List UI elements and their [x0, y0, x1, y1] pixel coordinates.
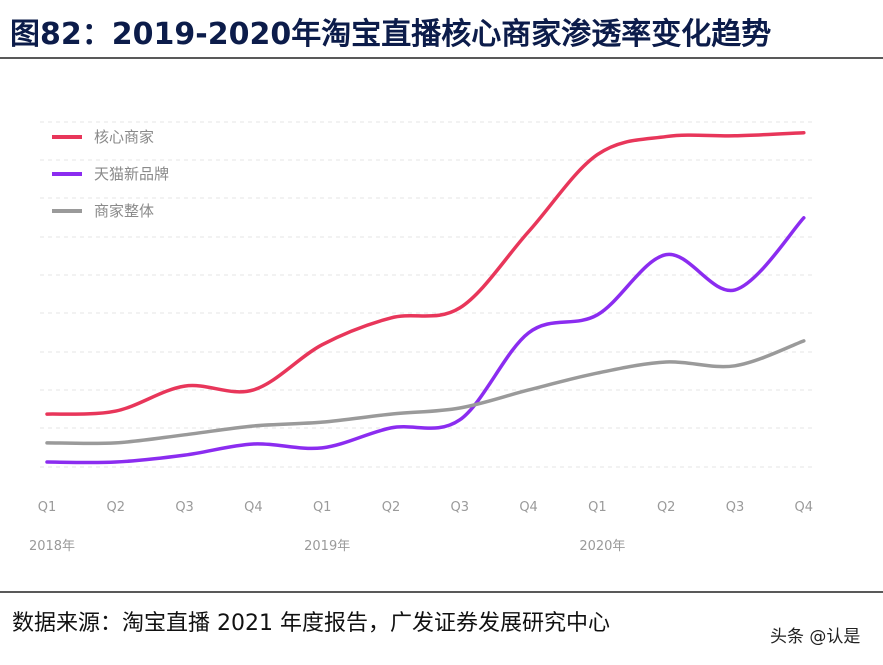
- x-tick-label: Q2: [107, 500, 126, 515]
- series-line: [45, 339, 806, 446]
- x-tick-label: Q1: [313, 500, 332, 515]
- legend-label: 商家整体: [94, 202, 154, 220]
- x-tick-label: Q1: [38, 500, 57, 515]
- x-tick-label: Q1: [588, 500, 607, 515]
- x-tick-label: Q4: [795, 500, 814, 515]
- x-tick-label: Q4: [519, 500, 538, 515]
- x-tick-label: Q2: [382, 500, 401, 515]
- series-line: [45, 130, 806, 416]
- x-tick-label: Q4: [244, 500, 263, 515]
- series-line: [45, 216, 806, 465]
- x-tick-label: Q3: [726, 500, 745, 515]
- legend-label: 核心商家: [94, 128, 154, 146]
- year-label: 2019年: [304, 539, 350, 554]
- watermark: 头条 @认是: [770, 627, 860, 647]
- year-label: 2018年: [29, 539, 75, 554]
- x-tick-label: Q3: [175, 500, 194, 515]
- grid: [40, 121, 815, 468]
- year-label: 2020年: [579, 539, 625, 554]
- x-tick-label: Q2: [657, 500, 676, 515]
- source: 数据来源：淘宝直播 2021 年度报告，广发证券发展研究中心: [12, 611, 610, 636]
- x-tick-label: Q3: [451, 500, 470, 515]
- legend-label: 天猫新品牌: [94, 165, 169, 183]
- chart-title: 图82：2019-2020年淘宝直播核心商家渗透率变化趋势: [10, 17, 771, 52]
